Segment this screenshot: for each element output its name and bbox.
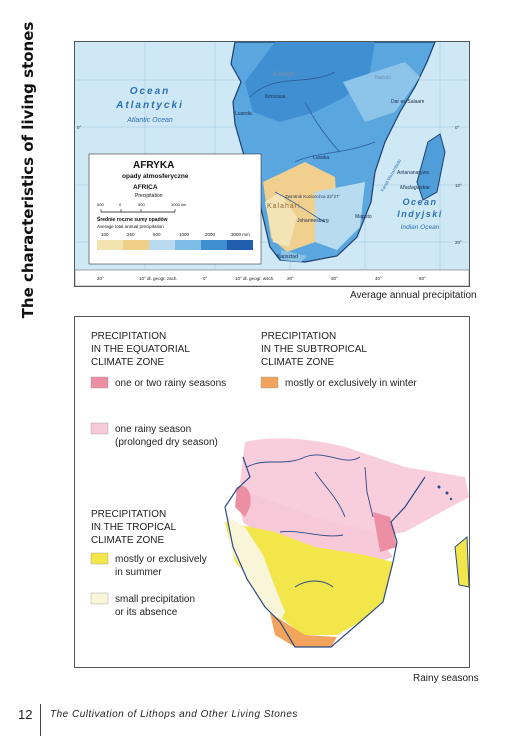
tropical-heading: PRECIPITATION	[91, 509, 166, 520]
legend-label: mostly or exclusively in winter	[285, 378, 417, 389]
equatorial-heading: IN THE EQUATORIAL	[91, 344, 190, 355]
ocean-indian-2: Indyjski	[397, 209, 443, 219]
svg-text:Precipitation: Precipitation	[135, 193, 163, 199]
svg-text:opady atmosferyczne: opady atmosferyczne	[122, 173, 189, 180]
legend-swatch	[97, 240, 123, 250]
svg-text:1000 km: 1000 km	[171, 202, 187, 207]
place-label: Maputo	[355, 214, 372, 220]
page-number: 12	[18, 707, 33, 722]
equatorial-heading: PRECIPITATION	[91, 331, 166, 342]
legend-swatch	[260, 376, 279, 389]
lon-label: 10° dł. geogr. wsch.	[235, 276, 274, 281]
map-legend: AFRYKA opady atmosferyczne AFRICA Precip…	[88, 153, 262, 265]
legend-label: (prolonged dry season)	[115, 437, 218, 448]
legend-label: small precipitation	[115, 594, 195, 605]
place-label: Luanda	[235, 111, 252, 117]
place-label: Kinszasa	[265, 94, 286, 100]
svg-text:0: 0	[119, 202, 122, 207]
legend-value: 1000	[179, 232, 190, 237]
lon-label: 30°	[331, 276, 338, 281]
lon-label: 10° dł. geogr. zach.	[139, 276, 178, 281]
subtropical-heading: CLIMATE ZONE	[261, 357, 334, 368]
lat-label: 0°	[455, 125, 460, 130]
tropical-heading: IN THE TROPICAL	[91, 522, 177, 533]
legend-value: 3000 mm	[231, 232, 250, 237]
lon-label: 20°	[287, 276, 294, 281]
place-label: Madagaskar	[400, 185, 431, 191]
lon-label: 20°	[97, 276, 104, 281]
legend-swatch	[175, 240, 201, 250]
place-label: Lusaka	[313, 155, 329, 161]
place-label: Johannesburg	[297, 218, 329, 224]
lon-label: 40°	[375, 276, 382, 281]
footer-title: The Cultivation of Lithops and Other Liv…	[50, 709, 298, 720]
subtropical-heading: IN THE SUBTROPICAL	[261, 344, 367, 355]
legend-swatch	[90, 422, 109, 435]
place-label: Kongo	[273, 71, 295, 78]
legend-label: in summer	[115, 567, 162, 578]
ocean-atlantic-2: Atlantycki	[115, 100, 184, 111]
place-label: Kalahari	[267, 203, 301, 210]
lat-label: 10°	[455, 183, 462, 188]
legend-label: or its absence	[115, 607, 178, 618]
lat-label: 20°	[455, 240, 462, 245]
legend-swatch	[227, 240, 253, 250]
svg-text:Średnie roczne sumy opadów: Średnie roczne sumy opadów	[97, 216, 168, 223]
svg-text:500: 500	[138, 202, 145, 207]
legend-label: one or two rainy seasons	[115, 378, 226, 389]
place-label: Antananarywa	[397, 170, 429, 176]
legend-swatch	[123, 240, 149, 250]
legend-label: one rainy season	[115, 424, 191, 435]
place-label: Dar es-Salaam	[391, 99, 424, 105]
legend-swatch	[201, 240, 227, 250]
map1-caption: Average annual precipitation	[350, 290, 477, 301]
ocean-indian-1: Ocean	[402, 197, 437, 207]
legend-swatch	[149, 240, 175, 250]
lon-label: 50°	[419, 276, 426, 281]
lat-label: 0°	[77, 125, 82, 130]
side-title: The characteristics of living stones	[19, 21, 37, 319]
legend-swatch	[90, 552, 109, 565]
legend-label: mostly or exclusively	[115, 554, 207, 565]
legend-value: 250	[127, 232, 135, 237]
legend-swatch	[90, 592, 109, 605]
subtropical-heading: PRECIPITATION	[261, 331, 336, 342]
place-label: Zwrotnik Koziorożca 23°27'	[285, 194, 340, 199]
legend-value: 100	[101, 232, 109, 237]
place-label: Nairobi	[375, 75, 391, 81]
map2-caption: Rainy seasons	[413, 673, 479, 684]
ocean-atlantic-1: Ocean	[130, 86, 171, 97]
lon-label: 0°	[203, 276, 208, 281]
svg-text:Average total annual precipita: Average total annual precipitation	[97, 224, 164, 229]
tropical-heading: CLIMATE ZONE	[91, 535, 164, 546]
equatorial-heading: CLIMATE ZONE	[91, 357, 164, 368]
svg-text:AFRICA: AFRICA	[133, 184, 158, 191]
madagascar	[416, 133, 446, 201]
rainy-seasons-map: PRECIPITATION IN THE EQUATORIAL CLIMATE …	[74, 316, 470, 668]
svg-text:AFRYKA: AFRYKA	[133, 160, 174, 171]
legend-value: 2000	[205, 232, 216, 237]
legend-value: 500	[153, 232, 161, 237]
madagascar	[454, 535, 469, 588]
svg-text:500: 500	[97, 202, 104, 207]
place-label: Kapsztad	[277, 254, 298, 260]
precipitation-map: Ocean Atlantycki Atlantic Ocean Ocean In…	[74, 41, 470, 287]
legend-swatch	[90, 376, 109, 389]
ocean-indian-en: Indian Ocean	[401, 224, 440, 231]
ocean-atlantic-en: Atlantic Ocean	[126, 117, 173, 124]
footer-divider	[40, 704, 41, 736]
